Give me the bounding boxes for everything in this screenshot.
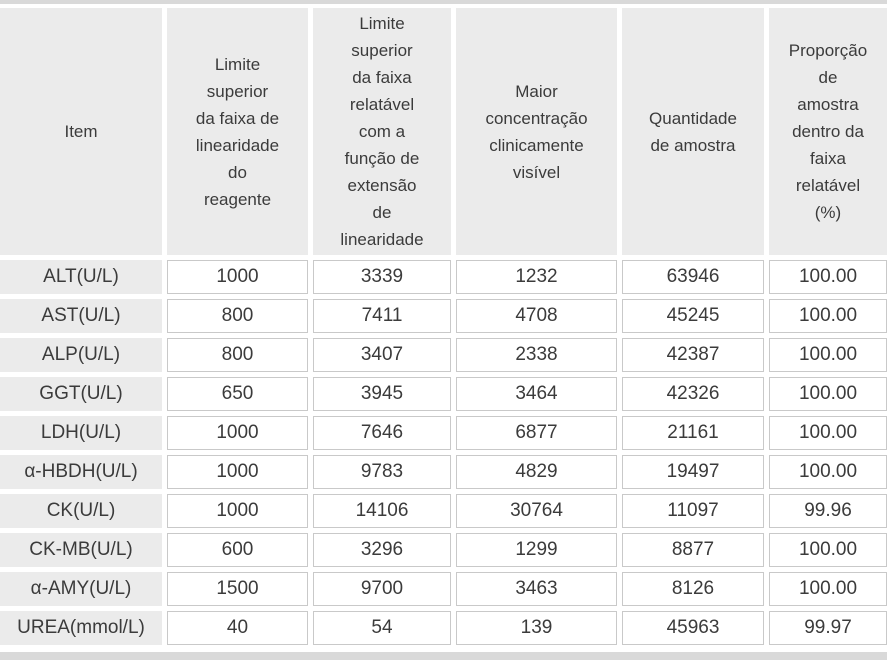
value-cell: 3463 <box>456 572 617 606</box>
item-cell: ALP(U/L) <box>0 338 162 372</box>
column-header-4: Quantidade de amostra <box>622 8 764 255</box>
column-header-2: Limite superior da faixa relatável com a… <box>313 8 451 255</box>
table-row: ALP(U/L) 800 3407 2338 42387 100.00 <box>0 338 887 372</box>
cropped-row-above-bar <box>0 0 887 4</box>
value-cell: 1500 <box>167 572 308 606</box>
value-cell: 100.00 <box>769 533 887 567</box>
value-cell: 1232 <box>456 260 617 294</box>
value-cell: 42387 <box>622 338 764 372</box>
table-row: α-AMY(U/L) 1500 9700 3463 8126 100.00 <box>0 572 887 606</box>
value-cell: 800 <box>167 338 308 372</box>
value-cell: 8126 <box>622 572 764 606</box>
item-cell: UREA(mmol/L) <box>0 611 162 645</box>
header-row: Item Limite superior da faixa de linearid… <box>0 8 887 255</box>
value-cell: 99.96 <box>769 494 887 528</box>
value-cell: 6877 <box>456 416 617 450</box>
value-cell: 800 <box>167 299 308 333</box>
value-cell: 9783 <box>313 455 451 489</box>
value-cell: 45245 <box>622 299 764 333</box>
value-cell: 650 <box>167 377 308 411</box>
value-cell: 54 <box>313 611 451 645</box>
value-cell: 3296 <box>313 533 451 567</box>
value-cell: 100.00 <box>769 377 887 411</box>
value-cell: 100.00 <box>769 260 887 294</box>
table-header: Item Limite superior da faixa de linearid… <box>0 8 887 255</box>
column-header-5: Proporção de amostra dentro da faixa rel… <box>769 8 887 255</box>
value-cell: 45963 <box>622 611 764 645</box>
item-cell: CK(U/L) <box>0 494 162 528</box>
table-row: CK(U/L) 1000 14106 30764 11097 99.96 <box>0 494 887 528</box>
table-body: ALT(U/L) 1000 3339 1232 63946 100.00 AST(U/L) 8… <box>0 260 887 645</box>
value-cell: 1000 <box>167 416 308 450</box>
item-cell: LDH(U/L) <box>0 416 162 450</box>
value-cell: 1299 <box>456 533 617 567</box>
value-cell: 7411 <box>313 299 451 333</box>
column-header-1: Limite superior da faixa de linearidade … <box>167 8 308 255</box>
value-cell: 14106 <box>313 494 451 528</box>
value-cell: 40 <box>167 611 308 645</box>
value-cell: 100.00 <box>769 416 887 450</box>
value-cell: 100.00 <box>769 455 887 489</box>
value-cell: 100.00 <box>769 299 887 333</box>
value-cell: 4708 <box>456 299 617 333</box>
item-cell: GGT(U/L) <box>0 377 162 411</box>
value-cell: 19497 <box>622 455 764 489</box>
value-cell: 42326 <box>622 377 764 411</box>
value-cell: 100.00 <box>769 572 887 606</box>
value-cell: 7646 <box>313 416 451 450</box>
value-cell: 600 <box>167 533 308 567</box>
table-row: CK-MB(U/L) 600 3296 1299 8877 100.00 <box>0 533 887 567</box>
table-row: AST(U/L) 800 7411 4708 45245 100.00 <box>0 299 887 333</box>
value-cell: 139 <box>456 611 617 645</box>
value-cell: 99.97 <box>769 611 887 645</box>
value-cell: 100.00 <box>769 338 887 372</box>
linearity-extension-table: Item Limite superior da faixa de linearid… <box>0 3 887 650</box>
value-cell: 1000 <box>167 494 308 528</box>
value-cell: 8877 <box>622 533 764 567</box>
value-cell: 3407 <box>313 338 451 372</box>
value-cell: 4829 <box>456 455 617 489</box>
cropped-row-below-bar <box>0 652 887 660</box>
table-row: LDH(U/L) 1000 7646 6877 21161 100.00 <box>0 416 887 450</box>
value-cell: 11097 <box>622 494 764 528</box>
item-cell: ALT(U/L) <box>0 260 162 294</box>
value-cell: 1000 <box>167 260 308 294</box>
value-cell: 63946 <box>622 260 764 294</box>
value-cell: 3464 <box>456 377 617 411</box>
value-cell: 30764 <box>456 494 617 528</box>
value-cell: 1000 <box>167 455 308 489</box>
item-cell: α-HBDH(U/L) <box>0 455 162 489</box>
column-header-0: Item <box>0 8 162 255</box>
table-row: UREA(mmol/L) 40 54 139 45963 99.97 <box>0 611 887 645</box>
value-cell: 2338 <box>456 338 617 372</box>
table-row: α-HBDH(U/L) 1000 9783 4829 19497 100.00 <box>0 455 887 489</box>
value-cell: 3339 <box>313 260 451 294</box>
table-row: GGT(U/L) 650 3945 3464 42326 100.00 <box>0 377 887 411</box>
value-cell: 3945 <box>313 377 451 411</box>
item-cell: CK-MB(U/L) <box>0 533 162 567</box>
value-cell: 21161 <box>622 416 764 450</box>
value-cell: 9700 <box>313 572 451 606</box>
item-cell: α-AMY(U/L) <box>0 572 162 606</box>
column-header-3: Maior concentração clinicamente visível <box>456 8 617 255</box>
item-cell: AST(U/L) <box>0 299 162 333</box>
table-row: ALT(U/L) 1000 3339 1232 63946 100.00 <box>0 260 887 294</box>
